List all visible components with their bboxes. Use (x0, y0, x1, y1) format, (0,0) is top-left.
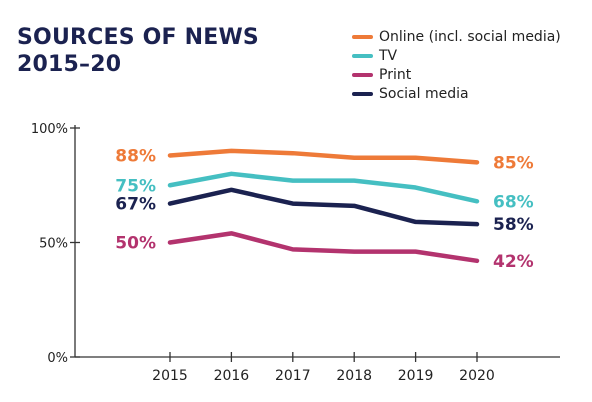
x-tick-label-2016: 2016 (214, 368, 250, 384)
data-label-end-online: 85% (493, 153, 534, 173)
data-label-start-online: 88% (115, 146, 156, 166)
chart-title: SOURCES OF NEWS 2015–20 (17, 24, 259, 78)
data-label-end-social-media: 58% (493, 215, 534, 235)
x-tick-label-2020: 2020 (459, 368, 495, 384)
legend-swatch-social-media (352, 91, 373, 96)
y-tick-label-50: 50% (39, 237, 68, 252)
legend: Online (incl. social media) TV Print Soc… (352, 27, 561, 103)
series-line-print (167, 231, 480, 264)
series-line-online (167, 148, 480, 165)
legend-swatch-print (352, 72, 373, 77)
legend-label-online: Online (incl. social media) (379, 28, 561, 45)
data-label-start-tv: 75% (115, 176, 156, 196)
series-line-social-media (167, 187, 480, 227)
data-label-end-print: 42% (493, 252, 534, 272)
legend-item-print: Print (352, 65, 561, 84)
chart-title-text: SOURCES OF NEWS (17, 25, 259, 50)
x-tick-label-2017: 2017 (275, 368, 311, 384)
x-tick-label-2019: 2019 (398, 368, 434, 384)
y-tick-label-0: 0% (47, 351, 68, 366)
legend-swatch-tv (352, 53, 373, 58)
data-label-start-print: 50% (115, 234, 156, 254)
data-label-end-tv: 68% (493, 192, 534, 212)
series-line-tv (167, 171, 480, 204)
legend-label-social-media: Social media (379, 85, 469, 102)
legend-item-online: Online (incl. social media) (352, 27, 561, 46)
x-tick-label-2018: 2018 (336, 368, 372, 384)
legend-item-tv: TV (352, 46, 561, 65)
legend-label-tv: TV (379, 47, 398, 64)
legend-swatch-online (352, 34, 373, 39)
x-tick-label-2015: 2015 (152, 368, 188, 384)
legend-item-social-media: Social media (352, 84, 561, 103)
y-tick-label-100: 100% (31, 122, 68, 137)
data-label-start-social-media: 67% (115, 195, 156, 215)
chart-subtitle: 2015–20 (17, 52, 122, 77)
legend-label-print: Print (379, 66, 412, 83)
